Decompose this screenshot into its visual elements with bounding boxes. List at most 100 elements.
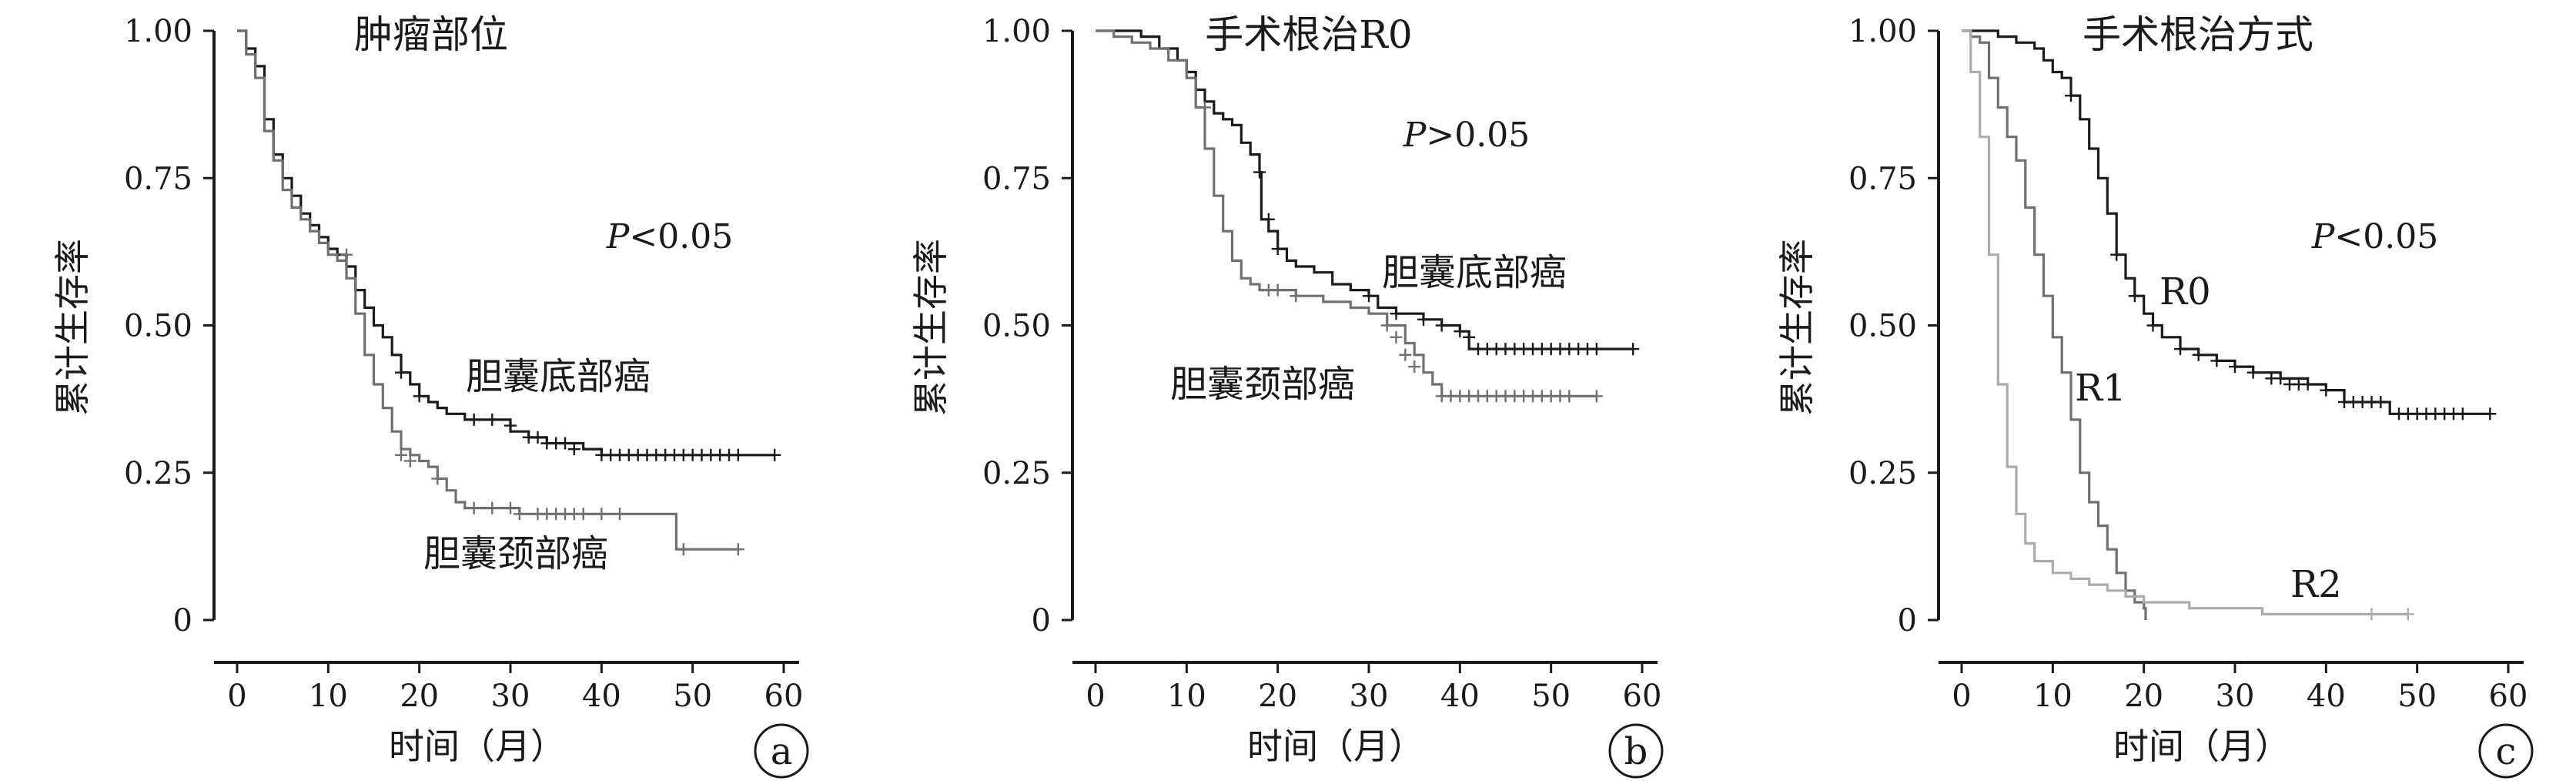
panel-b-censor-mark [1454, 325, 1467, 338]
panel-b-censor-mark [1590, 390, 1603, 403]
panel-a-y-tick-label: 0 [173, 603, 192, 639]
panel-a-y-tick-label: 0.25 [124, 456, 192, 491]
panel-b-title: 手术根治R0 [1205, 12, 1412, 57]
panel-b-plot: 0 0.25 0.50 0.75 1.00 0 10 20 30 40 50 60 [982, 14, 1662, 714]
panel-b-y-tick-label: 1.00 [982, 14, 1051, 49]
panel-a-plot: 0 0.25 0.50 0.75 1.00 0 10 20 30 40 50 60 [124, 14, 804, 714]
panel-a-censor-mark [595, 508, 608, 521]
panel-b-y-tick-label: 0.50 [982, 309, 1051, 344]
panel-b-censor-mark [1199, 101, 1211, 114]
panel-c-censor-mark [2320, 384, 2333, 397]
panel-c-censor-mark [2146, 319, 2159, 332]
panel-b-y-tick-label: 0.25 [982, 456, 1051, 491]
panel-a-censor-mark [731, 543, 744, 556]
panel-a-censor-mark [431, 472, 444, 485]
panel-c-x-tick-label: 60 [2489, 679, 2528, 714]
panel-a-curve-1 [237, 29, 738, 551]
panel-b-p-letter: P [1403, 116, 1427, 155]
panel-b-xlabel: 时间（月） [1247, 726, 1424, 767]
panel-c-p-rest: <0.05 [2334, 217, 2438, 256]
panel-a-curve-0 [237, 29, 775, 457]
panel-c-y-tick-label: 1.00 [1848, 14, 1917, 49]
panel-a-x-tick-label: 60 [764, 679, 804, 714]
panel-c-x-tick-label: 40 [2307, 679, 2346, 714]
panel-b-x-tick-label: 40 [1440, 679, 1480, 714]
panel-c-y-tick-label: 0 [1898, 603, 1917, 639]
panel-a-xlabel: 时间（月） [389, 726, 566, 767]
panel-a-censor-mark [504, 419, 517, 432]
panel-b-x-tick-label: 30 [1350, 679, 1389, 714]
panel-a: 肿瘤部位 累计生存率 时间（月） P<0.05 胆囊底部癌 胆囊颈部癌 a 00… [52, 12, 809, 779]
panel-b-censor-mark [1408, 360, 1421, 374]
panel-a-censor-mark [486, 501, 499, 515]
panel-b-censor-mark [1271, 243, 1284, 256]
panel-a-censor-mark [403, 454, 417, 468]
panel-a-censor-mark [677, 543, 690, 556]
panel-b-censor-mark [1290, 290, 1303, 303]
panel-a-y-tick-label: 1.00 [124, 14, 192, 49]
panel-c-x-tick-label: 0 [1952, 679, 1971, 714]
panel-b-y-tick-label: 0 [1032, 603, 1051, 639]
panel-c-censor-mark [2246, 366, 2260, 379]
panel-c-xlabel: 时间（月） [2113, 726, 2290, 767]
panel-b-ylabel: 累计生存率 [910, 239, 952, 416]
panel-c-x-tick-label: 30 [2216, 679, 2255, 714]
panel-c-label-r2: R2 [2290, 563, 2342, 606]
panel-c-y-tick-label: 0.25 [1848, 456, 1917, 491]
panel-c-title: 手术根治方式 [2083, 12, 2313, 57]
panel-b-censor-mark [1253, 166, 1266, 179]
panel-a-censor-mark [768, 448, 781, 461]
panel-b-x-tick-label: 0 [1086, 679, 1105, 714]
panel-c-censor-mark [2484, 407, 2497, 421]
panel-b-censor-mark [1563, 390, 1576, 403]
panel-c-x-tick-label: 20 [2124, 679, 2163, 714]
panel-c-label-r1: R1 [2075, 367, 2126, 410]
panel-b-censor-mark [1399, 348, 1412, 361]
panel-c-badge-letter: c [2496, 730, 2517, 773]
panel-c-censor-mark [2174, 343, 2186, 356]
panel-c-y-tick-label: 0.75 [1848, 161, 1917, 196]
panel-a-p-value: P<0.05 [606, 217, 733, 256]
panel-a-censor-mark [567, 443, 580, 456]
panel-a-censor-mark [577, 508, 590, 521]
panel-b-x-tick-label: 20 [1258, 679, 1297, 714]
panel-a-censor-mark [395, 448, 407, 461]
panel-c-censor-mark [2274, 372, 2287, 385]
panel-b-censor-mark [1590, 343, 1603, 356]
panel-c-censor-mark [2110, 248, 2123, 261]
panel-a-label-fundus: 胆囊底部癌 [466, 355, 651, 398]
panel-c-censor-mark [2210, 354, 2223, 367]
panel-c-curve-1 [1962, 29, 2147, 620]
panel-b-p-rest: >0.05 [1426, 116, 1530, 155]
panel-c-plot: 0 0.25 0.50 0.75 1.00 0 10 20 30 40 50 60 [1848, 14, 2528, 714]
panel-b-badge: b [1608, 723, 1664, 779]
panel-b-label-neck: 胆囊颈部癌 [1170, 363, 1355, 406]
panel-a-censor-mark [395, 366, 407, 379]
panel-c-y-tick-label: 0.50 [1848, 309, 1917, 344]
panel-a-censor-mark [614, 508, 626, 521]
panel-c-censor-mark [2401, 608, 2414, 621]
panel-a-ylabel: 累计生存率 [52, 239, 93, 416]
panel-a-x-tick-label: 20 [400, 679, 439, 714]
panel-c-censor-mark [2301, 378, 2314, 390]
panel-b-x-tick-label: 10 [1167, 679, 1206, 714]
panel-c-ylabel: 累计生存率 [1776, 239, 1818, 416]
panel-c: 手术根治方式 累计生存率 时间（月） P<0.05 R0 R1 R2 c 0 0.… [1776, 12, 2534, 779]
panel-a-censor-mark [467, 501, 480, 515]
panel-a-p-letter: P [606, 217, 631, 256]
panel-a-x-tick-label: 10 [309, 679, 348, 714]
panel-c-censor-mark [2229, 360, 2241, 374]
panel-a-censor-mark [559, 437, 571, 450]
panel-c-p-value: P<0.05 [2311, 217, 2438, 256]
panel-a-badge-letter: a [771, 730, 793, 773]
panel-b-censor-mark [1463, 330, 1476, 344]
panel-b-curve-0 [1096, 29, 1634, 350]
panel-a-y-tick-label: 0.75 [124, 161, 192, 196]
panel-b-censor-mark [1363, 290, 1375, 303]
panel-b-x-tick-label: 50 [1531, 679, 1571, 714]
panel-b-p-value: P>0.05 [1403, 116, 1530, 155]
panel-a-label-neck: 胆囊颈部癌 [423, 532, 608, 575]
panel-b-y-tick-label: 0.75 [982, 161, 1051, 196]
panel-c-censor-mark [2365, 608, 2378, 621]
